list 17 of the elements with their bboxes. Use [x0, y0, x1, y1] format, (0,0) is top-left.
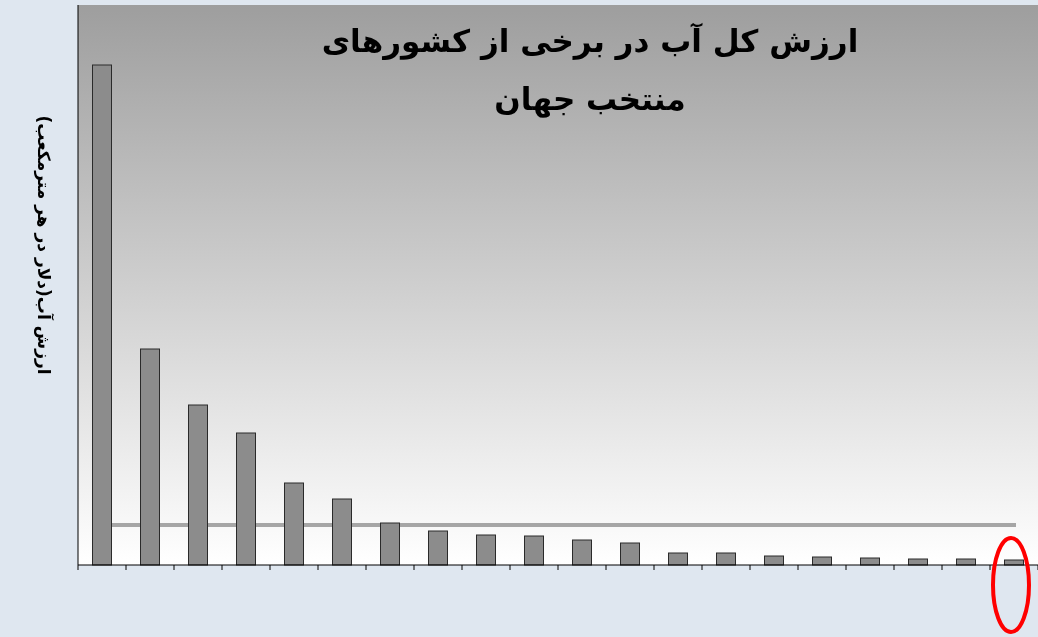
bar [332, 498, 352, 566]
chart-title: ارزش کل آب در برخی از کشورهای منتخب جهان [320, 22, 860, 120]
y-axis-title: ارزش آب(دلار در هر مترمکعب) [33, 115, 55, 375]
bar [716, 552, 736, 566]
bar [428, 530, 448, 566]
bar [188, 404, 208, 566]
bar [572, 539, 592, 566]
bar [524, 535, 544, 566]
bar [620, 542, 640, 566]
bar [668, 552, 688, 566]
bar [380, 522, 400, 566]
bar [476, 534, 496, 566]
bar [236, 432, 256, 566]
bar [140, 348, 160, 566]
bar [284, 482, 304, 566]
bar [764, 555, 784, 566]
bar [92, 64, 112, 566]
